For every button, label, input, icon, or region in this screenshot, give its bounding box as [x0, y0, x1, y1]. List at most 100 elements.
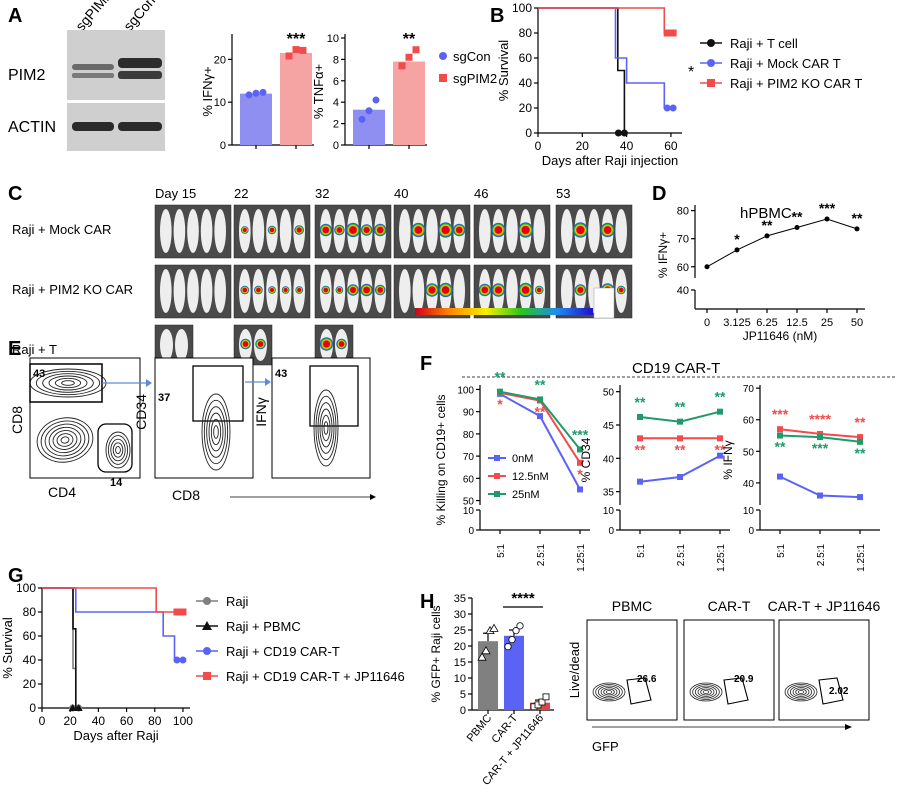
luminescence-signal — [600, 222, 616, 238]
data-point — [777, 432, 783, 439]
data-point — [412, 46, 420, 54]
data-point — [489, 623, 499, 632]
row-label: Raji + PIM2 KO CAR — [12, 282, 133, 297]
significance-label: ** — [715, 389, 726, 405]
mouse — [252, 209, 265, 253]
gate-percent: 20.9 — [734, 674, 754, 685]
significance-label: ** — [775, 439, 786, 455]
significance-label: ** — [792, 208, 803, 224]
mouse — [187, 209, 199, 253]
axis-label: CD8 — [172, 487, 200, 503]
data-point — [245, 91, 253, 99]
mouse — [173, 209, 186, 253]
contour-line — [105, 431, 131, 469]
data-point — [637, 414, 643, 420]
y-tick-label: 100 — [512, 1, 532, 15]
data-point — [481, 645, 491, 655]
contour-line — [36, 417, 94, 463]
legend-label: Raji + CD19 CAR-T + JP11646 — [226, 669, 405, 684]
legend-marker — [494, 473, 500, 479]
imaging-panel: Day 15 22 32 40 46 53 Raji + Mock CAR Raji + PI… — [12, 186, 633, 366]
censor-marker — [669, 104, 677, 112]
data-point — [817, 492, 823, 499]
luminescence-signal — [240, 338, 251, 350]
legend-label: Raji + Mock CAR T — [730, 56, 841, 71]
luminescence-signal — [491, 283, 506, 297]
panel-letters: A B C D E F G H — [8, 5, 666, 613]
x-tick-label: 5:1 — [776, 544, 787, 558]
x-tick-label: 60 — [120, 714, 134, 728]
mouse — [588, 209, 600, 253]
contour-line — [110, 438, 126, 462]
flow-plot-title: PBMC — [612, 598, 652, 614]
legend-label: Raji + CD19 CAR-T — [226, 644, 340, 659]
y-axis-label: % Killing on CD19+ cells — [434, 394, 448, 525]
contour-line — [784, 682, 818, 702]
data-point — [252, 89, 260, 97]
contour-line — [323, 421, 329, 435]
contour-line — [213, 425, 219, 439]
day-label: 53 — [556, 186, 570, 201]
data-point — [637, 435, 643, 442]
arrowhead — [146, 379, 152, 387]
mouse — [160, 209, 172, 253]
y-tick-label: 35 — [603, 488, 615, 499]
y-tick-label: 5 — [460, 689, 466, 701]
censor-marker — [669, 29, 677, 37]
luminescence-signal — [534, 285, 544, 295]
y-tick-label: 70 — [677, 234, 689, 246]
significance-label: ** — [855, 414, 866, 430]
contour-line — [112, 442, 124, 458]
luminescence-signal — [360, 283, 374, 297]
legend-label: 12.5nM — [512, 471, 549, 483]
significance-label: ** — [403, 31, 416, 48]
flow-plot-title: CAR-T + JP11646 — [768, 598, 881, 614]
flow-plot-frame — [154, 357, 254, 479]
y-tick-label: 40 — [677, 285, 689, 297]
contour-line — [210, 418, 222, 446]
luminescence-signal — [616, 285, 626, 295]
series-line — [42, 587, 183, 613]
mouse — [615, 209, 627, 253]
censor-marker — [68, 704, 77, 711]
mouse — [200, 269, 213, 313]
panel-letter-f: F — [420, 353, 432, 375]
data-point — [734, 247, 740, 253]
day-label: 22 — [234, 186, 248, 201]
panel-letter-h: H — [420, 591, 434, 613]
significance-label: ** — [535, 404, 546, 420]
x-tick-label: 5:1 — [636, 544, 647, 558]
data-point — [516, 622, 524, 630]
bar — [393, 61, 425, 145]
day-label: 32 — [315, 186, 329, 201]
x-tick-label: 12.5 — [786, 317, 807, 329]
y-tick-label: 60 — [677, 262, 689, 274]
y-tick-label: 15 — [454, 657, 466, 669]
censor-marker — [620, 129, 628, 137]
contour-line — [42, 373, 94, 393]
data-point — [677, 418, 683, 425]
band — [118, 122, 162, 131]
y-tick-label: 20 — [214, 54, 226, 66]
y-tick-label: 40 — [603, 454, 615, 465]
x-tick-label: 2.5:1 — [816, 544, 827, 567]
band — [118, 58, 162, 68]
data-point — [504, 643, 512, 651]
panel-letter-g: G — [8, 565, 24, 587]
y-tick-label: 60 — [743, 416, 755, 427]
panel-letter-c: C — [8, 183, 22, 205]
censor-marker — [173, 656, 181, 664]
y-tick-label: 10 — [743, 506, 755, 517]
y-tick-label: 50 — [463, 497, 475, 508]
mouse — [426, 209, 438, 253]
censor-marker — [74, 704, 83, 711]
contour-line — [48, 375, 88, 391]
contour-line — [115, 445, 121, 455]
flow-plot-frame — [778, 619, 870, 721]
contour-line — [700, 688, 712, 696]
x-tick-label: 0 — [704, 317, 710, 329]
series-line — [706, 218, 858, 268]
flow-plot-frame — [586, 619, 678, 721]
panel-letter-a: A — [8, 5, 22, 27]
